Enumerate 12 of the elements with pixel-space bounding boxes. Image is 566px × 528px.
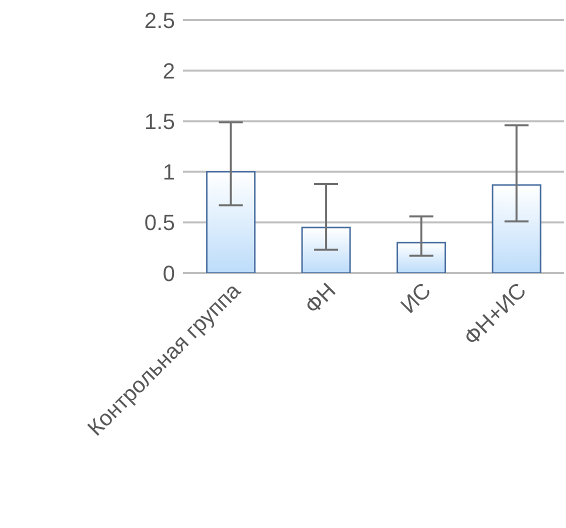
- bar: [492, 184, 542, 273]
- bar: [301, 226, 351, 273]
- y-tick-label: 1.5: [144, 109, 175, 134]
- y-tick-label: 2.5: [144, 8, 175, 33]
- y-tick-label: 0: [162, 260, 175, 286]
- x-tick-label: ФН: [300, 278, 340, 319]
- y-tick-label: 2: [162, 58, 175, 84]
- x-tick-label: ИС: [396, 278, 436, 318]
- bar: [396, 242, 446, 273]
- y-tick-label: 0.5: [144, 210, 175, 236]
- y-tick-label: 1: [162, 160, 175, 185]
- bar: [206, 171, 256, 273]
